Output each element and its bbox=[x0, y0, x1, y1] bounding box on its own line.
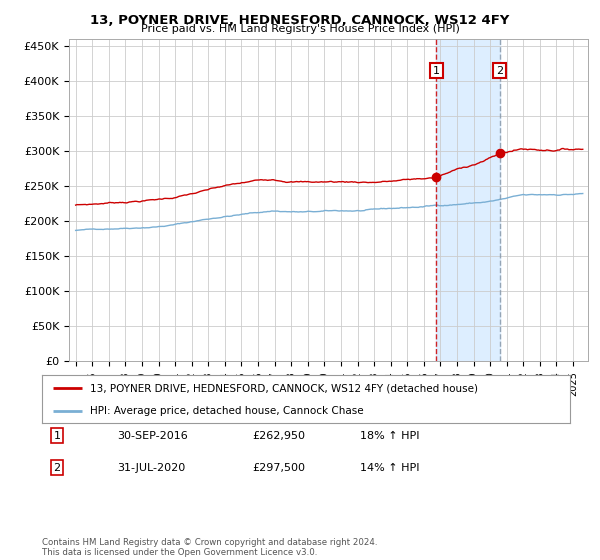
Text: 1: 1 bbox=[433, 66, 440, 76]
Text: 2: 2 bbox=[496, 66, 503, 76]
Text: £262,950: £262,950 bbox=[252, 431, 305, 441]
Text: 2: 2 bbox=[53, 463, 61, 473]
Text: Contains HM Land Registry data © Crown copyright and database right 2024.
This d: Contains HM Land Registry data © Crown c… bbox=[42, 538, 377, 557]
Text: 31-JUL-2020: 31-JUL-2020 bbox=[117, 463, 185, 473]
Text: HPI: Average price, detached house, Cannock Chase: HPI: Average price, detached house, Cann… bbox=[89, 406, 363, 416]
Text: 30-SEP-2016: 30-SEP-2016 bbox=[117, 431, 188, 441]
Text: 18% ↑ HPI: 18% ↑ HPI bbox=[360, 431, 419, 441]
Text: 13, POYNER DRIVE, HEDNESFORD, CANNOCK, WS12 4FY (detached house): 13, POYNER DRIVE, HEDNESFORD, CANNOCK, W… bbox=[89, 383, 478, 393]
Text: £297,500: £297,500 bbox=[252, 463, 305, 473]
Text: 14% ↑ HPI: 14% ↑ HPI bbox=[360, 463, 419, 473]
Text: 1: 1 bbox=[53, 431, 61, 441]
Text: Price paid vs. HM Land Registry's House Price Index (HPI): Price paid vs. HM Land Registry's House … bbox=[140, 24, 460, 34]
Bar bbox=[436, 39, 500, 361]
Text: 13, POYNER DRIVE, HEDNESFORD, CANNOCK, WS12 4FY: 13, POYNER DRIVE, HEDNESFORD, CANNOCK, W… bbox=[91, 14, 509, 27]
